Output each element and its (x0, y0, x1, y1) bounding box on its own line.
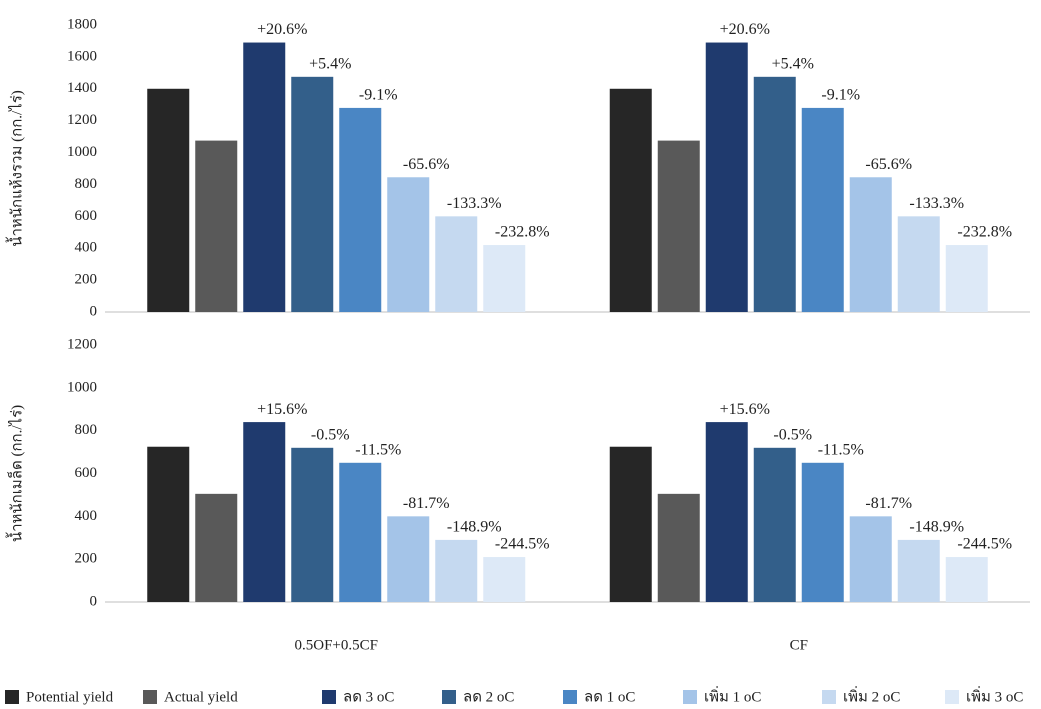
legend-swatch (143, 690, 157, 704)
y-tick-label: 400 (75, 240, 98, 256)
data-label: -244.5% (495, 536, 550, 553)
bar (705, 42, 748, 313)
x-tick-label: CF (790, 637, 808, 653)
y-tick-label: 1400 (67, 80, 97, 96)
data-label: +20.6% (257, 21, 307, 38)
y-tick-label: 0 (90, 303, 98, 319)
data-label: -148.9% (447, 519, 502, 536)
bar (195, 493, 238, 602)
data-label: -11.5% (818, 441, 864, 458)
data-label: +15.6% (720, 401, 770, 418)
bar (435, 539, 478, 602)
y-tick-label: 800 (75, 176, 98, 192)
y-axis-title: น้ำหนักเมล็ด (กก./ไร่) (5, 405, 25, 542)
y-tick-label: 1600 (67, 48, 97, 64)
bar (339, 462, 382, 602)
bar (387, 177, 430, 312)
legend-label: ลด 3 oC (343, 689, 394, 705)
data-label: -244.5% (957, 536, 1012, 553)
legend-swatch (563, 690, 577, 704)
data-label: -65.6% (403, 156, 450, 173)
bar (147, 446, 190, 602)
legend-label: Potential yield (26, 689, 114, 705)
bar (657, 493, 700, 602)
data-label: -232.8% (495, 224, 550, 241)
y-tick-label: 800 (75, 422, 98, 438)
bar (147, 88, 190, 313)
data-label: -9.1% (821, 87, 860, 104)
bar (945, 245, 988, 312)
bar (609, 446, 652, 602)
data-label: +5.4% (309, 55, 351, 72)
bar (435, 216, 478, 312)
y-tick-label: 1200 (67, 336, 97, 352)
legend-swatch (322, 690, 336, 704)
bar (291, 447, 334, 602)
data-label: -133.3% (909, 195, 964, 212)
bar (657, 140, 700, 312)
bar (849, 177, 892, 312)
y-tick-label: 1200 (67, 112, 97, 128)
data-label: -148.9% (909, 519, 964, 536)
bar (609, 88, 652, 313)
bar (705, 422, 748, 602)
y-tick-label: 600 (75, 465, 98, 481)
data-label: +15.6% (257, 401, 307, 418)
y-tick-label: 0 (90, 593, 98, 609)
data-label: -232.8% (957, 224, 1012, 241)
y-axis-title: น้ำหนักแห้งรวม (กก./ไร่) (5, 90, 25, 247)
x-tick-label: 0.5OF+0.5CF (295, 637, 378, 653)
bar (243, 42, 286, 313)
bar (897, 216, 940, 312)
bar (945, 557, 988, 602)
y-tick-label: 200 (75, 272, 98, 288)
data-label: -81.7% (865, 495, 912, 512)
bar (195, 140, 238, 312)
bar (483, 557, 526, 602)
data-label: -81.7% (403, 495, 450, 512)
bar (339, 107, 382, 313)
legend-swatch (683, 690, 697, 704)
legend-label: เพิ่ม 2 oC (843, 685, 900, 705)
bar (483, 245, 526, 312)
legend-label: เพิ่ม 3 oC (966, 685, 1023, 705)
bar (849, 516, 892, 602)
legend-label: เพิ่ม 1 oC (704, 685, 761, 705)
bar (291, 76, 334, 312)
data-label: -0.5% (311, 426, 350, 443)
bar (243, 422, 286, 602)
bar (753, 76, 796, 312)
legend-label: ลด 2 oC (463, 689, 514, 705)
y-tick-label: 1800 (67, 16, 97, 32)
y-tick-label: 1000 (67, 144, 97, 160)
y-tick-label: 600 (75, 208, 98, 224)
data-label: -0.5% (773, 426, 812, 443)
bar (801, 462, 844, 602)
bar (897, 539, 940, 602)
legend-swatch (945, 690, 959, 704)
y-tick-label: 400 (75, 508, 98, 524)
bar (387, 516, 430, 602)
data-label: -65.6% (865, 156, 912, 173)
y-tick-label: 1000 (67, 379, 97, 395)
data-label: -9.1% (359, 87, 398, 104)
data-label: -133.3% (447, 195, 502, 212)
data-label: +5.4% (772, 55, 814, 72)
legend-swatch (5, 690, 19, 704)
bar (753, 447, 796, 602)
data-label: -11.5% (355, 441, 401, 458)
bar (801, 107, 844, 313)
y-tick-label: 200 (75, 551, 98, 567)
legend-swatch (442, 690, 456, 704)
legend-label: ลด 1 oC (584, 689, 635, 705)
legend-swatch (822, 690, 836, 704)
data-label: +20.6% (720, 21, 770, 38)
legend-label: Actual yield (164, 689, 238, 705)
